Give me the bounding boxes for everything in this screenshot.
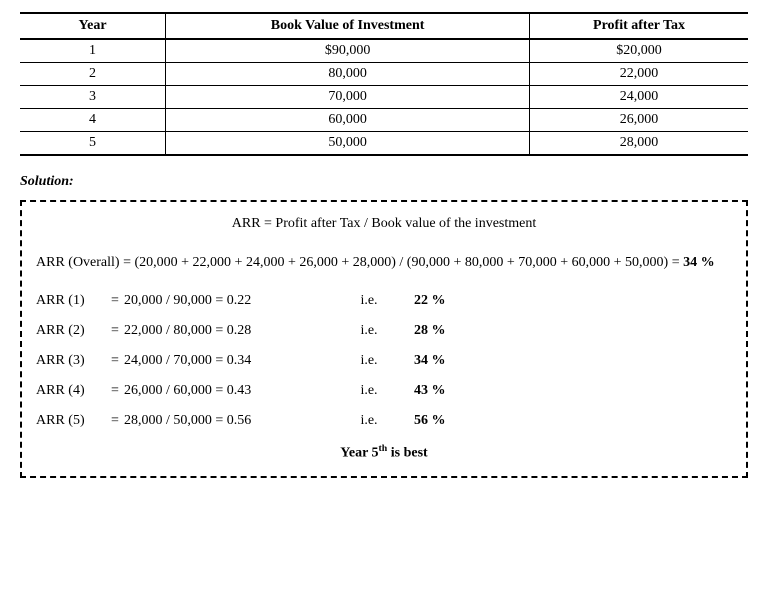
cell-profit: 24,000 (530, 86, 748, 109)
arr-row-ie: i.e. (324, 323, 414, 339)
arr-row-calc: 22,000 / 80,000 = 0.28 (124, 323, 324, 339)
col-header-bookvalue: Book Value of Investment (166, 13, 530, 39)
col-header-profit: Profit after Tax (530, 13, 748, 39)
conclusion-suffix: is best (387, 446, 427, 461)
arr-rows-container: ARR (1)=20,000 / 90,000 = 0.22i.e.22 %AR… (36, 293, 732, 429)
arr-row-calc: 26,000 / 60,000 = 0.43 (124, 383, 324, 399)
arr-row: ARR (1)=20,000 / 90,000 = 0.22i.e.22 % (36, 293, 732, 309)
solution-heading: Solution: (20, 174, 748, 190)
cell-year: 4 (20, 109, 166, 132)
arr-row-eq: = (106, 293, 124, 309)
arr-row-calc: 24,000 / 70,000 = 0.34 (124, 353, 324, 369)
cell-bookvalue: 60,000 (166, 109, 530, 132)
cell-profit: 28,000 (530, 132, 748, 156)
arr-row-eq: = (106, 353, 124, 369)
arr-row-pct: 28 % (414, 323, 494, 339)
table-row: 550,00028,000 (20, 132, 748, 156)
arr-row: ARR (4)=26,000 / 60,000 = 0.43i.e.43 % (36, 383, 732, 399)
arr-row-ie: i.e. (324, 383, 414, 399)
cell-bookvalue: $90,000 (166, 39, 530, 63)
arr-row-calc: 28,000 / 50,000 = 0.56 (124, 413, 324, 429)
conclusion-sup: th (379, 443, 388, 454)
arr-row-ie: i.e. (324, 353, 414, 369)
table-row: 1$90,000$20,000 (20, 39, 748, 63)
table-body: 1$90,000$20,000280,00022,000370,00024,00… (20, 39, 748, 155)
arr-row-calc: 20,000 / 90,000 = 0.22 (124, 293, 324, 309)
arr-row-eq: = (106, 323, 124, 339)
arr-row-pct: 43 % (414, 383, 494, 399)
arr-row-label: ARR (3) (36, 353, 106, 369)
arr-row-pct: 22 % (414, 293, 494, 309)
table-row: 370,00024,000 (20, 86, 748, 109)
overall-expr: (20,000 + 22,000 + 24,000 + 26,000 + 28,… (135, 255, 684, 270)
investment-table: Year Book Value of Investment Profit aft… (20, 12, 748, 156)
cell-profit: $20,000 (530, 39, 748, 63)
cell-profit: 22,000 (530, 63, 748, 86)
arr-row-eq: = (106, 383, 124, 399)
arr-row-pct: 56 % (414, 413, 494, 429)
conclusion: Year 5th is best (36, 443, 732, 462)
arr-row: ARR (3)=24,000 / 70,000 = 0.34i.e.34 % (36, 353, 732, 369)
arr-row: ARR (2)=22,000 / 80,000 = 0.28i.e.28 % (36, 323, 732, 339)
arr-row-ie: i.e. (324, 293, 414, 309)
arr-row-label: ARR (5) (36, 413, 106, 429)
arr-row-label: ARR (2) (36, 323, 106, 339)
arr-row-pct: 34 % (414, 353, 494, 369)
cell-bookvalue: 80,000 (166, 63, 530, 86)
cell-year: 3 (20, 86, 166, 109)
solution-box: ARR = Profit after Tax / Book value of t… (20, 200, 748, 478)
arr-formula: ARR = Profit after Tax / Book value of t… (36, 216, 732, 232)
cell-year: 5 (20, 132, 166, 156)
overall-result: 34 % (683, 255, 715, 270)
arr-row-label: ARR (1) (36, 293, 106, 309)
cell-bookvalue: 50,000 (166, 132, 530, 156)
arr-row-label: ARR (4) (36, 383, 106, 399)
table-row: 280,00022,000 (20, 63, 748, 86)
table-row: 460,00026,000 (20, 109, 748, 132)
arr-row-eq: = (106, 413, 124, 429)
col-header-year: Year (20, 13, 166, 39)
cell-year: 1 (20, 39, 166, 63)
cell-profit: 26,000 (530, 109, 748, 132)
arr-row-ie: i.e. (324, 413, 414, 429)
cell-year: 2 (20, 63, 166, 86)
conclusion-prefix: Year 5 (340, 446, 378, 461)
overall-prefix: ARR (Overall) = (36, 255, 135, 270)
arr-overall: ARR (Overall) = (20,000 + 22,000 + 24,00… (36, 250, 732, 275)
cell-bookvalue: 70,000 (166, 86, 530, 109)
arr-row: ARR (5)=28,000 / 50,000 = 0.56i.e.56 % (36, 413, 732, 429)
